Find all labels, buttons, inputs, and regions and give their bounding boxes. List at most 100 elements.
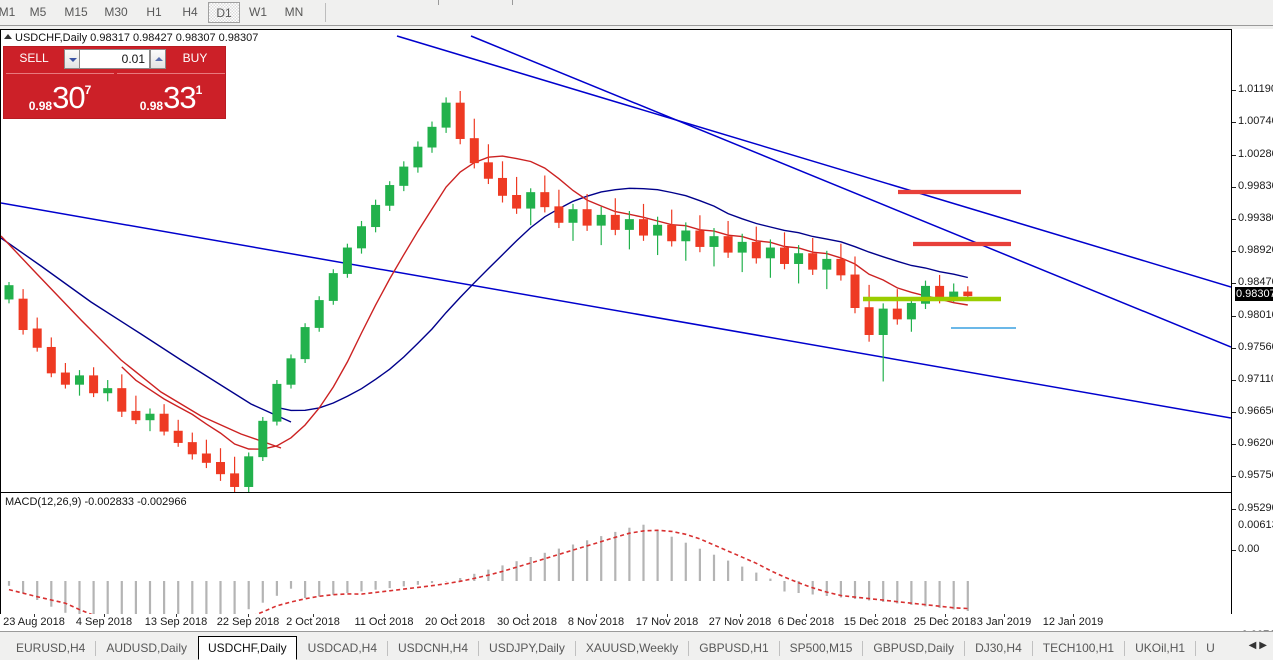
date-tick-mark [34,614,35,617]
toolbar-edge-right [512,0,513,5]
tab-xauusd-weekly[interactable]: XAUUSD,Weekly [585,641,679,655]
candle-body [455,102,465,139]
candle-body [878,308,888,335]
sell-price-fraction: 7 [84,83,92,97]
macd-scale-label: 0.006137 [1238,519,1273,531]
date-tick-mark [596,614,597,617]
tick-mark [1232,283,1236,285]
candle-body [215,462,225,475]
descending-channel-upper[interactable] [396,35,1231,288]
date-tick-label: 4 Sep 2018 [75,616,133,628]
candle-body [187,442,197,455]
tab-separator [778,641,780,656]
tick-mark [1232,315,1236,317]
timeframe-m15[interactable]: M15 [64,5,88,19]
tick-mark [1232,347,1236,349]
candle-body [610,214,620,230]
chart-window[interactable]: USDCHF,Daily 0.98317 0.98427 0.98307 0.9… [0,29,1232,631]
volume-input[interactable]: 0.01 [79,49,150,69]
buy-price-fraction: 1 [195,83,203,97]
tick-mark [1232,509,1236,510]
timeframe-m30[interactable]: M30 [104,5,128,19]
candle-body [639,219,649,236]
tab-eurusd-h4[interactable]: EURUSD,H4 [15,641,86,655]
timeframe-mn[interactable]: MN [284,5,304,19]
tick-mark [1232,90,1236,91]
candle-body [117,388,127,412]
timeframe-w1[interactable]: W1 [249,5,267,19]
candle-body [342,247,352,274]
timeframe-m5[interactable]: M5 [29,5,47,19]
date-scale: 23 Aug 2018 4 Sep 2018 13 Sep 2018 22 Sep 2… [0,614,1232,631]
tab-separator [1124,641,1126,656]
candle-body [921,285,931,304]
macd-header-label: MACD(12,26,9) -0.002833 -0.002966 [5,496,187,508]
tab-u[interactable]: U [1206,641,1215,655]
candle-body [568,209,578,223]
candle-body [103,388,113,394]
collapse-triangle-icon[interactable] [4,34,12,39]
timeframe-d1[interactable]: D1 [208,2,240,23]
date-tick-mark [176,614,177,617]
volume-stepper[interactable]: 0.01 [64,49,166,69]
macd-plot [7,524,969,630]
tab-audusd-daily[interactable]: AUDUSD,Daily [106,641,188,655]
tab-dj30-h4[interactable]: DJ30,H4 [975,641,1022,655]
buy-button[interactable]: 0.98331 [117,73,225,118]
tab-usdjpy-daily[interactable]: USDJPY,Daily [489,641,565,655]
candle-body [145,413,155,421]
tab-scroll-right-icon[interactable]: ▶ [1259,640,1270,651]
macd-signal-line [8,529,968,630]
tick-mark [1232,218,1236,220]
tab-separator [574,641,576,656]
tab-gbpusd-h1[interactable]: GBPUSD,H1 [699,641,769,655]
tab-usdchf-daily[interactable]: USDCHF,Daily [198,636,297,660]
sell-label: SELL [19,51,49,65]
tab-separator [862,641,864,656]
tab-ukoil-h1[interactable]: UKOil,H1 [1135,641,1186,655]
descending-channel-mid[interactable] [470,35,1231,348]
candle-body [822,258,832,270]
date-tick-mark [1073,614,1074,617]
one-click-trading-panel[interactable]: SELL 0.01 BUY 0.98307 0.98331 [4,47,225,118]
tab-sp500-m15[interactable]: SP500,M15 [789,641,853,655]
tab-separator [1031,641,1033,656]
timeframe-m1[interactable]: M1 [0,5,16,19]
tick-mark [1232,444,1236,446]
tab-usdcad-h4[interactable]: USDCAD,H4 [307,641,378,655]
tab-tech100-h1[interactable]: TECH100,H1 [1042,641,1115,655]
candle-body [46,346,56,374]
tab-gbpusd-daily[interactable]: GBPUSD,Daily [873,641,955,655]
candle-body [596,214,606,226]
candle-body [18,298,28,331]
timeframe-h1[interactable]: H1 [146,5,162,19]
candle-body [963,291,973,297]
chart-tab-bar[interactable]: ◀▶ EURUSD,H4 AUDUSD,Daily USDCHF,Daily USDC… [0,631,1273,660]
descending-channel-lower[interactable] [1,202,1231,419]
toolbar-separator [325,3,326,22]
macd-indicator-pane[interactable]: MACD(12,26,9) -0.002833 -0.002966 [1,494,1231,630]
moving-average-slow-line [1,187,968,423]
candle-body [469,138,479,164]
candle-body [244,456,254,487]
candle-body [371,204,381,228]
date-tick-label: 8 Nov 2018 [567,616,625,628]
candle-body [624,219,634,230]
tab-usdcnh-h4[interactable]: USDCNH,H4 [398,641,469,655]
candle-body [314,300,324,328]
date-tick-mark [945,614,946,617]
sell-button[interactable]: 0.98307 [6,73,114,118]
timeframe-toolbar: M1 M5 M15 M30 H1 H4 D1 W1 MN [0,0,1273,26]
tab-separator [387,641,389,656]
volume-increase-button[interactable] [150,49,166,69]
volume-decrease-button[interactable] [64,49,80,69]
candle-body [906,302,916,320]
tab-scroll-left-icon[interactable]: ◀ [1248,640,1260,651]
price-chart-pane[interactable]: USDCHF,Daily 0.98317 0.98427 0.98307 0.9… [1,30,1231,493]
timeframe-h4[interactable]: H4 [182,5,198,19]
tab-scroll-arrows[interactable]: ◀▶ [1249,640,1270,651]
